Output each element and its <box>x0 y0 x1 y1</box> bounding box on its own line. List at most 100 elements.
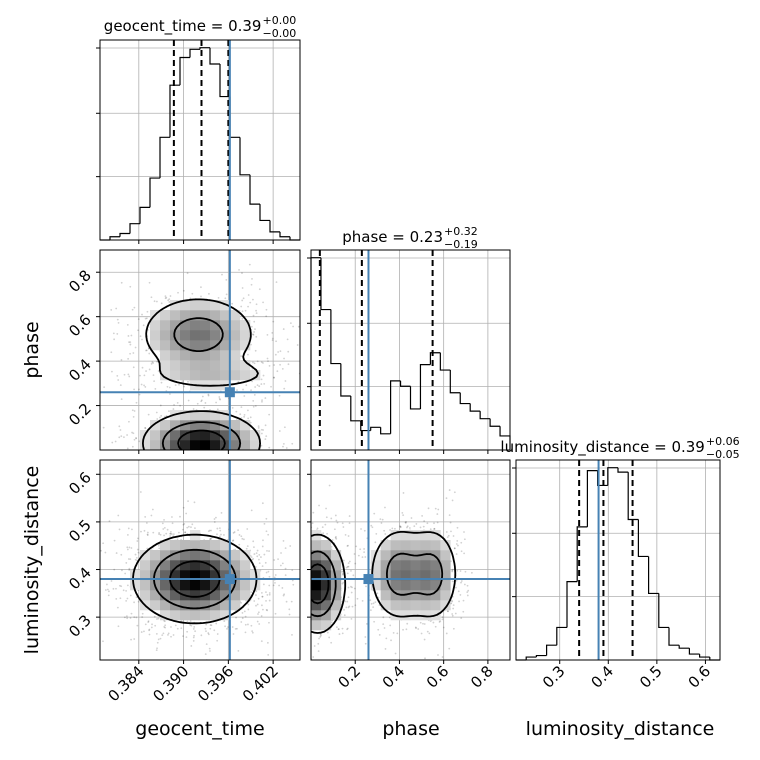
sample-point <box>278 584 280 587</box>
sample-point <box>442 626 445 629</box>
sample-point <box>258 562 261 565</box>
sample-point <box>205 643 208 646</box>
density-cell <box>400 580 411 591</box>
sample-point <box>165 532 168 535</box>
sample-point <box>265 599 267 602</box>
sample-point <box>436 521 439 524</box>
sample-point <box>287 350 290 353</box>
truth-marker <box>224 574 235 585</box>
sample-point <box>317 642 320 645</box>
frame-layer <box>96 39 721 664</box>
density-cell <box>150 440 161 450</box>
x-axis-label-luminosity_distance: luminosity_distance <box>526 718 715 740</box>
sample-point <box>239 413 242 416</box>
density-cell <box>210 580 221 591</box>
sample-point <box>455 579 458 582</box>
sample-point <box>136 624 139 627</box>
sample-point <box>284 380 287 382</box>
sample-point <box>182 506 185 509</box>
sample-point <box>283 357 285 360</box>
sample-point <box>126 617 129 620</box>
sample-point <box>123 616 126 619</box>
sample-point <box>118 528 121 531</box>
sample-point <box>247 623 249 626</box>
sample-point <box>279 350 282 353</box>
sample-point <box>133 306 136 309</box>
sample-point <box>319 636 322 638</box>
histogram-bar <box>668 627 680 646</box>
density-cell <box>180 540 191 551</box>
sample-point <box>135 616 138 619</box>
density-cell <box>311 540 322 551</box>
sample-point <box>118 436 121 439</box>
sample-point <box>331 539 334 541</box>
sample-point <box>456 526 459 529</box>
density-cell <box>240 330 251 341</box>
sample-point <box>457 544 459 547</box>
sample-point <box>342 573 344 576</box>
sample-point <box>151 623 153 626</box>
sample-point <box>215 622 218 625</box>
sample-point <box>241 317 244 320</box>
sample-point <box>335 535 337 538</box>
sample-point <box>420 632 423 635</box>
sample-point <box>391 527 394 530</box>
sample-point <box>244 631 247 634</box>
sample-point <box>155 649 158 652</box>
sample-point <box>261 399 263 402</box>
sample-point <box>404 521 407 524</box>
density-cell <box>190 430 201 441</box>
sample-point <box>213 629 216 632</box>
density-cell <box>330 560 342 571</box>
sample-point <box>405 520 407 523</box>
sample-point <box>370 524 373 527</box>
density-cell <box>420 540 431 551</box>
histogram-bar <box>149 177 160 208</box>
histogram-bar <box>627 472 639 521</box>
sample-point <box>130 612 133 615</box>
sample-point <box>313 645 316 647</box>
sample-point <box>151 508 154 511</box>
density-cell <box>220 560 231 571</box>
sample-point <box>330 621 333 624</box>
sample-point <box>187 399 190 402</box>
sample-point <box>383 529 386 532</box>
sample-point <box>200 399 203 402</box>
sample-point <box>236 389 238 392</box>
density-cell <box>370 560 381 571</box>
sample-point <box>342 559 345 562</box>
histogram-panel-phase <box>310 249 511 451</box>
sample-point <box>452 627 455 630</box>
sample-point <box>145 522 148 524</box>
sample-point <box>219 529 222 532</box>
density-cell <box>240 340 251 351</box>
sample-point <box>255 309 257 312</box>
sample-point <box>344 533 347 536</box>
density-panel-frame <box>99 459 301 661</box>
sample-point <box>256 555 259 558</box>
sample-point <box>255 303 258 306</box>
sample-point <box>350 570 352 572</box>
density-cell <box>180 360 191 371</box>
sample-point <box>347 606 350 609</box>
density-cell <box>390 570 401 581</box>
sample-point <box>100 549 102 552</box>
sample-point <box>346 572 349 575</box>
density-cell <box>320 620 332 631</box>
sample-point <box>289 322 292 325</box>
density-cell <box>250 370 261 381</box>
sample-point <box>405 628 408 631</box>
density-cell <box>170 420 181 431</box>
sample-point <box>426 630 429 633</box>
sample-point <box>141 313 143 316</box>
sample-point <box>215 516 217 519</box>
sample-point <box>347 544 349 547</box>
sample-point <box>177 291 179 294</box>
density-layer <box>100 263 473 660</box>
sample-point <box>463 583 466 586</box>
sample-point <box>291 633 293 636</box>
sample-point <box>115 552 118 554</box>
histogram-bar <box>607 467 618 486</box>
sample-point <box>249 301 252 304</box>
